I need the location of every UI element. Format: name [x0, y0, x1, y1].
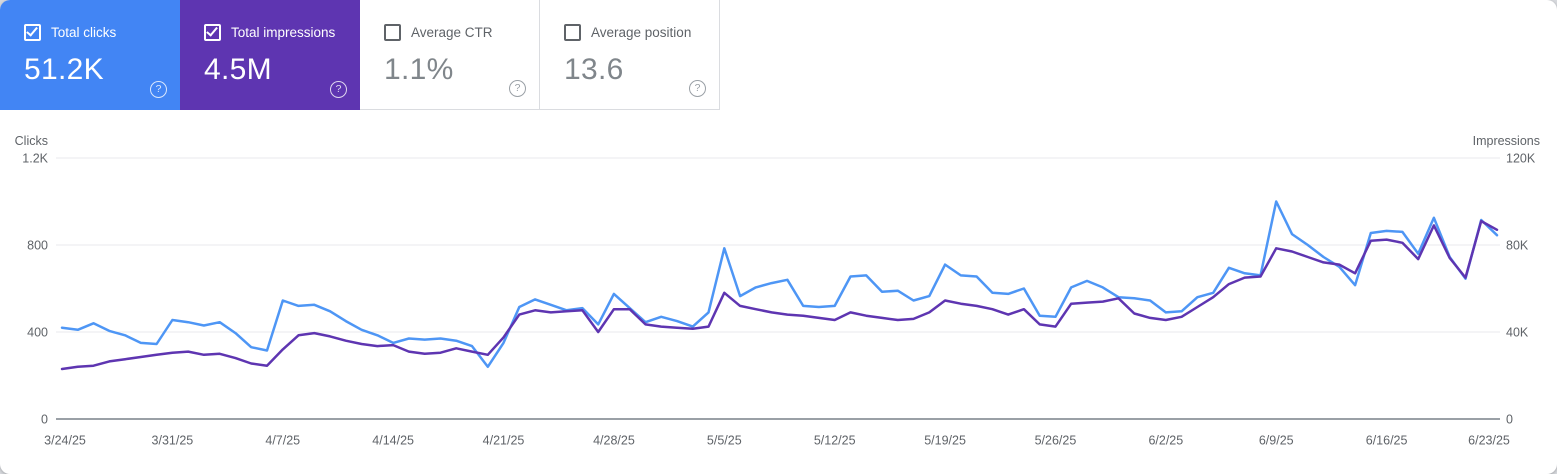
total-clicks-label: Total clicks	[51, 25, 117, 40]
performance-chart[interactable]: 1.2K 120K 800 80K 400 40K 0 0 Clicks Impressions 3…	[0, 110, 1557, 474]
right-axis-tick: 0	[1506, 413, 1513, 427]
x-axis-tick: 5/19/25	[924, 434, 966, 448]
left-axis-title: Clicks	[15, 134, 48, 148]
left-axis-tick: 1.2K	[22, 152, 48, 166]
average-ctr-checkbox[interactable]	[384, 24, 401, 41]
left-axis-tick: 400	[27, 326, 48, 340]
card-average-ctr[interactable]: Average CTR 1.1% ?	[360, 0, 540, 110]
total-clicks-checkbox[interactable]	[24, 24, 41, 41]
right-axis-title: Impressions	[1473, 134, 1540, 148]
x-axis-tick: 5/12/25	[814, 434, 856, 448]
average-ctr-value: 1.1%	[384, 53, 454, 86]
left-axis-tick: 0	[41, 413, 48, 427]
performance-chart-svg[interactable]: 1.2K 120K 800 80K 400 40K 0 0 Clicks Impressions 3…	[0, 110, 1557, 474]
x-axis-tick: 4/14/25	[372, 434, 414, 448]
total-impressions-label: Total impressions	[231, 25, 336, 40]
help-icon[interactable]: ?	[330, 81, 347, 98]
card-total-impressions[interactable]: Total impressions 4.5M ?	[180, 0, 360, 110]
x-axis-tick: 5/26/25	[1035, 434, 1077, 448]
metric-cards-row: Total clicks 51.2K ? Total impressions 4…	[0, 0, 1557, 110]
total-clicks-value: 51.2K	[24, 53, 104, 86]
x-axis-tick: 5/5/25	[707, 434, 742, 448]
x-axis-tick: 4/28/25	[593, 434, 635, 448]
average-ctr-label: Average CTR	[411, 25, 493, 40]
help-icon[interactable]: ?	[150, 81, 167, 98]
help-icon[interactable]: ?	[509, 80, 526, 97]
right-axis-tick: 120K	[1506, 152, 1536, 166]
x-axis-tick: 4/21/25	[483, 434, 525, 448]
total-impressions-checkbox[interactable]	[204, 24, 221, 41]
average-position-label: Average position	[591, 25, 692, 40]
help-icon[interactable]: ?	[689, 80, 706, 97]
clicks-line	[60, 200, 1499, 369]
card-average-position[interactable]: Average position 13.6 ?	[540, 0, 720, 110]
impressions-line	[60, 219, 1499, 371]
x-axis-tick: 6/23/25	[1468, 434, 1510, 448]
x-axis-tick: 4/7/25	[265, 434, 300, 448]
x-axis-tick: 6/9/25	[1259, 434, 1294, 448]
card-total-clicks[interactable]: Total clicks 51.2K ?	[0, 0, 180, 110]
x-axis-tick: 3/31/25	[152, 434, 194, 448]
total-impressions-value: 4.5M	[204, 53, 272, 86]
x-axis-tick: 3/24/25	[44, 434, 86, 448]
x-axis-tick: 6/16/25	[1366, 434, 1408, 448]
right-axis-tick: 40K	[1506, 326, 1529, 340]
left-axis-tick: 800	[27, 239, 48, 253]
right-axis-tick: 80K	[1506, 239, 1529, 253]
x-axis-tick: 6/2/25	[1148, 434, 1183, 448]
average-position-value: 13.6	[564, 53, 624, 86]
average-position-checkbox[interactable]	[564, 24, 581, 41]
